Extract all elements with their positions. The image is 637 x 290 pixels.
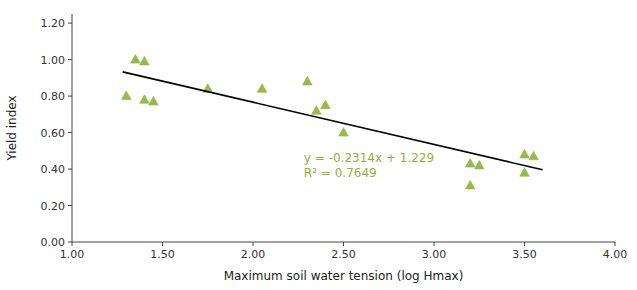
y-tick-label: 0.40 xyxy=(41,163,66,176)
x-axis-label: Maximum soil water tension (log Hmax) xyxy=(224,269,464,283)
point xyxy=(257,84,267,93)
point xyxy=(465,180,475,189)
x-tick-label: 3.50 xyxy=(512,248,537,261)
y-tick-label: 1.00 xyxy=(41,54,66,67)
y-axis-label: Yield index xyxy=(5,95,19,161)
x-tick-label: 1.00 xyxy=(60,248,85,261)
point xyxy=(122,91,132,100)
y-tick-label: 0.60 xyxy=(41,127,66,140)
y-tick xyxy=(68,132,72,133)
y-tick xyxy=(68,242,72,243)
annotation: R² = 0.7649 xyxy=(304,166,377,180)
annotations: y = -0.2314x + 1.229R² = 0.7649 xyxy=(304,151,434,180)
plot-area xyxy=(122,55,543,189)
point xyxy=(520,149,530,158)
point xyxy=(520,168,530,177)
y-tick-label: 1.20 xyxy=(41,17,66,30)
y-tick xyxy=(68,23,72,24)
point xyxy=(529,151,539,160)
x-tick xyxy=(72,242,73,246)
point xyxy=(140,95,150,104)
point xyxy=(303,76,313,85)
annotation: y = -0.2314x + 1.229 xyxy=(304,151,434,165)
x-tick xyxy=(162,242,163,246)
x-tick xyxy=(253,242,254,246)
y-tick xyxy=(68,59,72,60)
point xyxy=(339,128,349,137)
x-tick xyxy=(615,242,616,246)
x-tick-label: 4.00 xyxy=(603,248,628,261)
x-tick-label: 2.00 xyxy=(241,248,266,261)
point xyxy=(149,97,159,106)
x-tick-label: 2.50 xyxy=(331,248,356,261)
y-tick xyxy=(68,96,72,97)
y-tick xyxy=(68,205,72,206)
x-tick-label: 1.50 xyxy=(150,248,175,261)
trend-line xyxy=(123,72,543,170)
y-tick-label: 0.00 xyxy=(41,236,66,249)
x-tick xyxy=(434,242,435,246)
point xyxy=(131,55,141,64)
point xyxy=(475,160,485,169)
point xyxy=(321,100,331,109)
point xyxy=(312,106,322,115)
axes: 1.00 1.50 2.00 2.50 3.00 3.50 4.00 0.00 0.20 0.40… xyxy=(41,14,628,261)
x-tick xyxy=(524,242,525,246)
y-tick-label: 0.20 xyxy=(41,200,66,213)
y-tick-label: 0.80 xyxy=(41,90,66,103)
point xyxy=(140,56,150,65)
x-tick-label: 3.00 xyxy=(422,248,447,261)
chart: 1.00 1.50 2.00 2.50 3.00 3.50 4.00 0.00 0.20 0.40… xyxy=(0,0,637,290)
x-tick xyxy=(343,242,344,246)
y-tick xyxy=(68,169,72,170)
point xyxy=(465,159,475,168)
y-axis-line xyxy=(72,14,73,242)
